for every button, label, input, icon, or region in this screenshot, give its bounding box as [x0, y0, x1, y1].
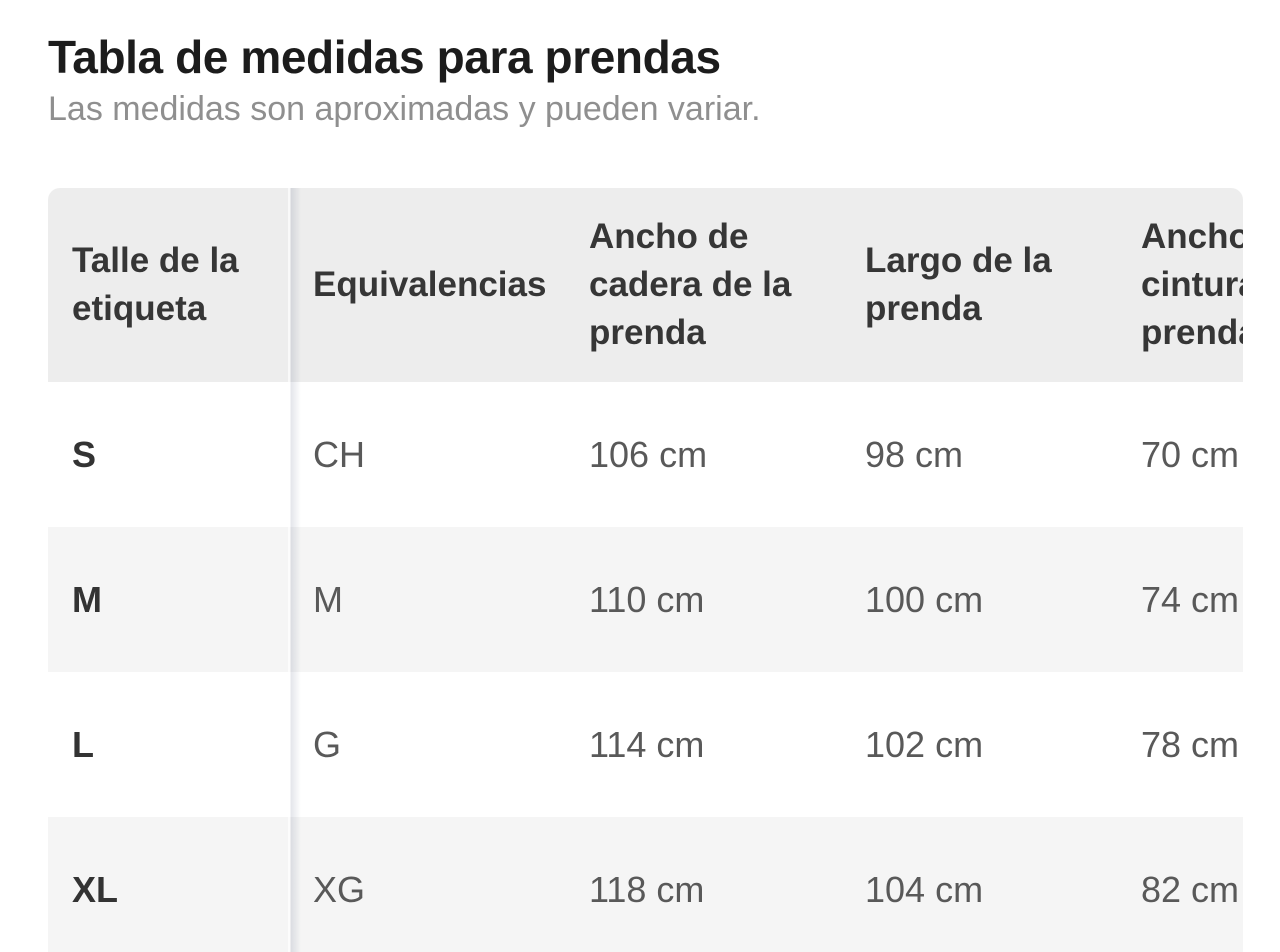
table-cell: 78 cm — [1141, 723, 1240, 765]
table-cell: 70 cm — [1141, 433, 1240, 475]
header-cell-hip-width: Ancho de cadera de la prenda — [564, 188, 840, 382]
table-row-s: S CH 106 cm 98 cm 70 cm — [48, 382, 1243, 527]
row-label: XL — [48, 817, 301, 952]
header-cell-garment-length: Largo de la prenda — [840, 188, 1116, 382]
table-cell: 118 cm — [589, 868, 705, 910]
size-chart-scroll-area[interactable]: Talle de la etiqueta Equivalencias Ancho… — [48, 188, 1243, 952]
table-cell: 82 cm — [1141, 868, 1240, 910]
table-row-xl: XL XG 118 cm 104 cm 82 cm — [48, 817, 1243, 952]
row-label: S — [48, 382, 301, 527]
page-subtitle: Las medidas son aproximadas y pueden var… — [48, 90, 761, 128]
table-cell: 104 cm — [865, 868, 984, 910]
header-cell-size-label: Talle de la etiqueta — [48, 188, 301, 382]
header-cell-waist-width: Ancho de cintura de la prenda — [1116, 188, 1243, 382]
table-cell: M — [313, 578, 343, 620]
table-cell: XG — [313, 868, 366, 910]
table-cell: 98 cm — [865, 433, 964, 475]
table-cell: 110 cm — [589, 578, 705, 620]
row-label: M — [48, 527, 301, 672]
header-cell-equivalences: Equivalencias — [288, 188, 564, 382]
table-cell: 74 cm — [1141, 578, 1240, 620]
table-cell: CH — [313, 433, 365, 475]
table-row-m: M M 110 cm 100 cm 74 cm — [48, 527, 1243, 672]
table-cell: 114 cm — [589, 723, 705, 765]
table-cell: 102 cm — [865, 723, 984, 765]
table-cell: 100 cm — [865, 578, 984, 620]
page-title: Tabla de medidas para prendas — [48, 31, 721, 83]
table-cell: G — [313, 723, 342, 765]
table-cell: 106 cm — [589, 433, 708, 475]
row-label: L — [48, 672, 301, 817]
size-chart-table: Talle de la etiqueta Equivalencias Ancho… — [48, 188, 1243, 952]
table-header-row: Talle de la etiqueta Equivalencias Ancho… — [48, 188, 1243, 382]
table-row-l: L G 114 cm 102 cm 78 cm — [48, 672, 1243, 817]
